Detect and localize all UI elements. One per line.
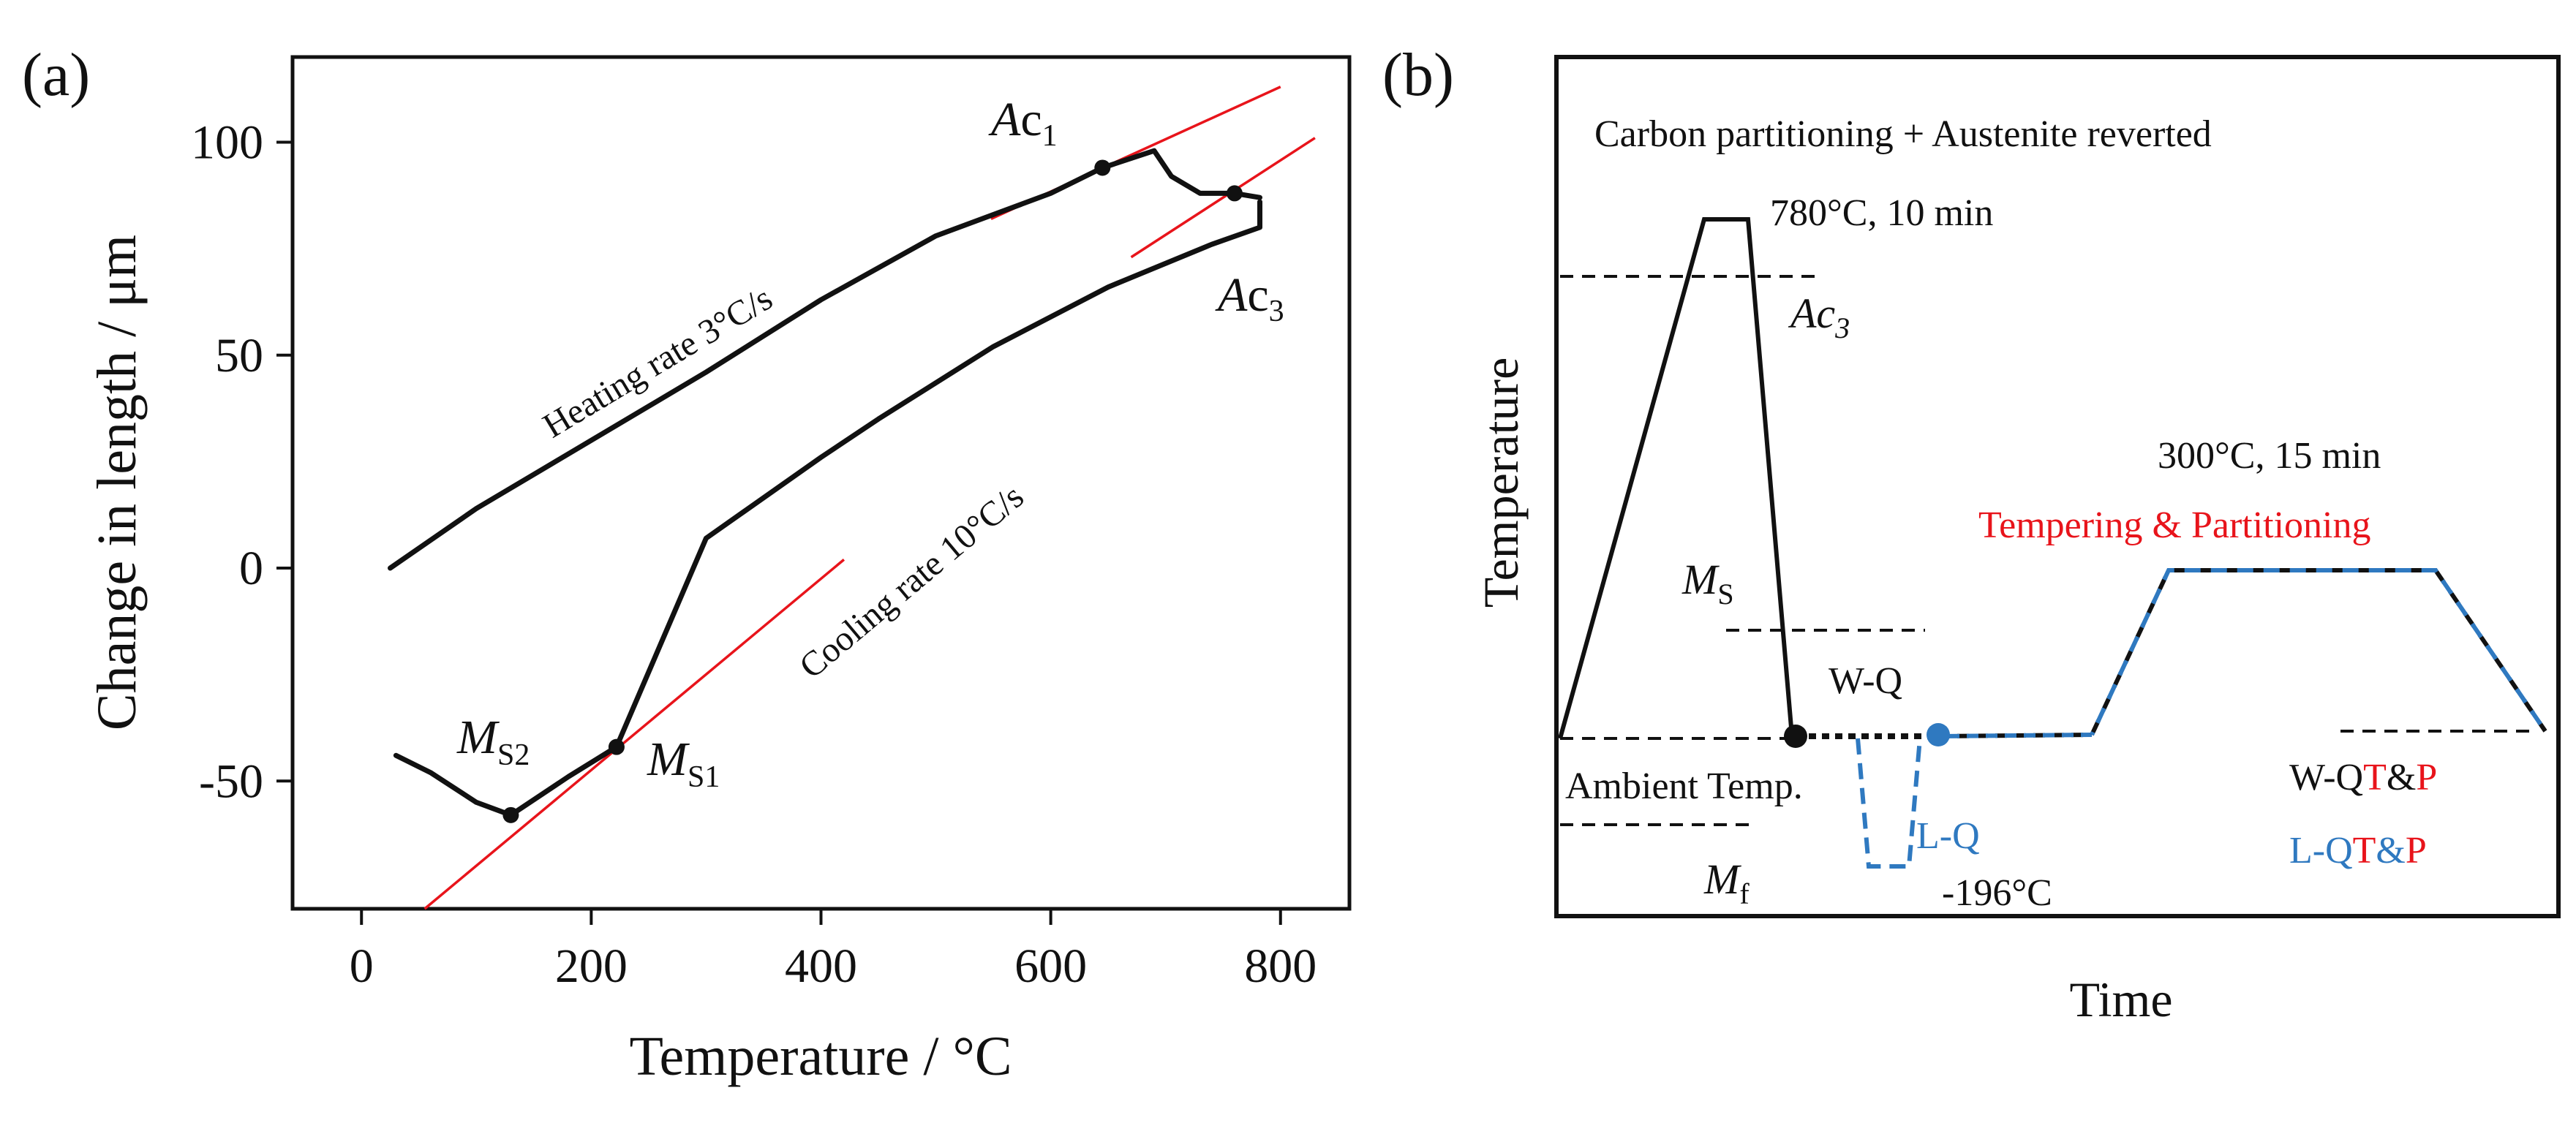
austenitizing-condition: 780°C, 10 min — [1770, 192, 1993, 234]
tempering-condition: 300°C, 15 min — [2158, 435, 2381, 477]
point-ms1 — [608, 738, 625, 755]
y-axis-title-a: Change in length / μm — [86, 235, 148, 730]
y-tick-label-0: 0 — [239, 542, 263, 595]
tick-labels-a: 0 200 400 600 800 -50 0 50 100 — [191, 116, 1317, 994]
x-tick-label-800: 800 — [1244, 939, 1317, 993]
x-tick-label-200: 200 — [555, 939, 628, 993]
x-tick-label-0: 0 — [350, 939, 374, 993]
wq-point — [1784, 725, 1807, 748]
transition-points-a — [502, 159, 1243, 823]
tangent-line-2 — [1130, 137, 1316, 259]
ms1-label: MS1 — [647, 733, 720, 794]
lq-label: L-Q — [1916, 815, 1980, 857]
x-tick-label-400: 400 — [785, 939, 857, 993]
ms-label-b: MS — [1681, 556, 1734, 610]
panel-b: (b) Temperature Time Carbon partitioning… — [1382, 41, 2561, 1027]
y-tick-label-50: 50 — [215, 329, 263, 382]
y-axis-title-b: Temperature — [1473, 358, 1529, 608]
series-lines-a — [388, 148, 1262, 818]
y-tick-label--50: -50 — [199, 755, 263, 808]
lq-temperature-label: -196°C — [1942, 872, 2052, 914]
ms2-label: MS2 — [456, 711, 530, 772]
panel-a: (a) 0 200 400 600 800 -50 0 50 100 Change in len… — [22, 41, 1352, 1087]
cooling-rate-label: Cooling rate 10°C/s — [792, 477, 1031, 686]
panel-b-label: (b) — [1382, 41, 1454, 109]
tempering-title: Tempering & Partitioning — [1978, 504, 2371, 546]
heating-curve — [388, 148, 1262, 571]
tangent-line-3 — [423, 559, 846, 910]
ac3-label-b: Ac3 — [1788, 290, 1850, 344]
ambient-temp-label: Ambient Temp. — [1565, 765, 1803, 807]
x-tick-label-600: 600 — [1014, 939, 1087, 993]
point-ms2 — [502, 806, 519, 823]
hold-line-blue — [1937, 733, 2093, 738]
ac3-label: Ac3 — [1215, 268, 1284, 328]
lq-tp-label: L-QT&P — [2289, 830, 2427, 871]
point-ac3 — [1226, 185, 1243, 202]
mf-label-b: Mf — [1703, 855, 1750, 910]
wq-label: W-Q — [1829, 660, 1902, 702]
plot-a-frame — [290, 55, 1352, 911]
ac1-label: Ac1 — [988, 93, 1058, 153]
panel-a-label: (a) — [22, 41, 90, 109]
lq-point — [1927, 723, 1950, 746]
tempering-profile-black — [2090, 568, 2547, 736]
heating-rate-label: Heating rate 3°C/s — [536, 279, 779, 445]
tempering-profile-blue — [2090, 568, 2547, 736]
x-axis-title-b: Time — [2069, 972, 2172, 1027]
point-ac1 — [1094, 159, 1111, 176]
cooling-curve — [393, 199, 1262, 818]
diagram-title: Carbon partitioning + Austenite reverted — [1594, 113, 2212, 155]
plot-b-frame — [1554, 55, 2561, 918]
x-axis-title-a: Temperature / °C — [629, 1026, 1012, 1087]
wq-tp-label: W-QT&P — [2289, 757, 2437, 798]
axis-ticks-a — [276, 140, 1282, 925]
lq-dip-path — [1856, 738, 1922, 869]
austenitizing-profile — [1558, 217, 1794, 739]
y-tick-label-100: 100 — [191, 116, 263, 170]
